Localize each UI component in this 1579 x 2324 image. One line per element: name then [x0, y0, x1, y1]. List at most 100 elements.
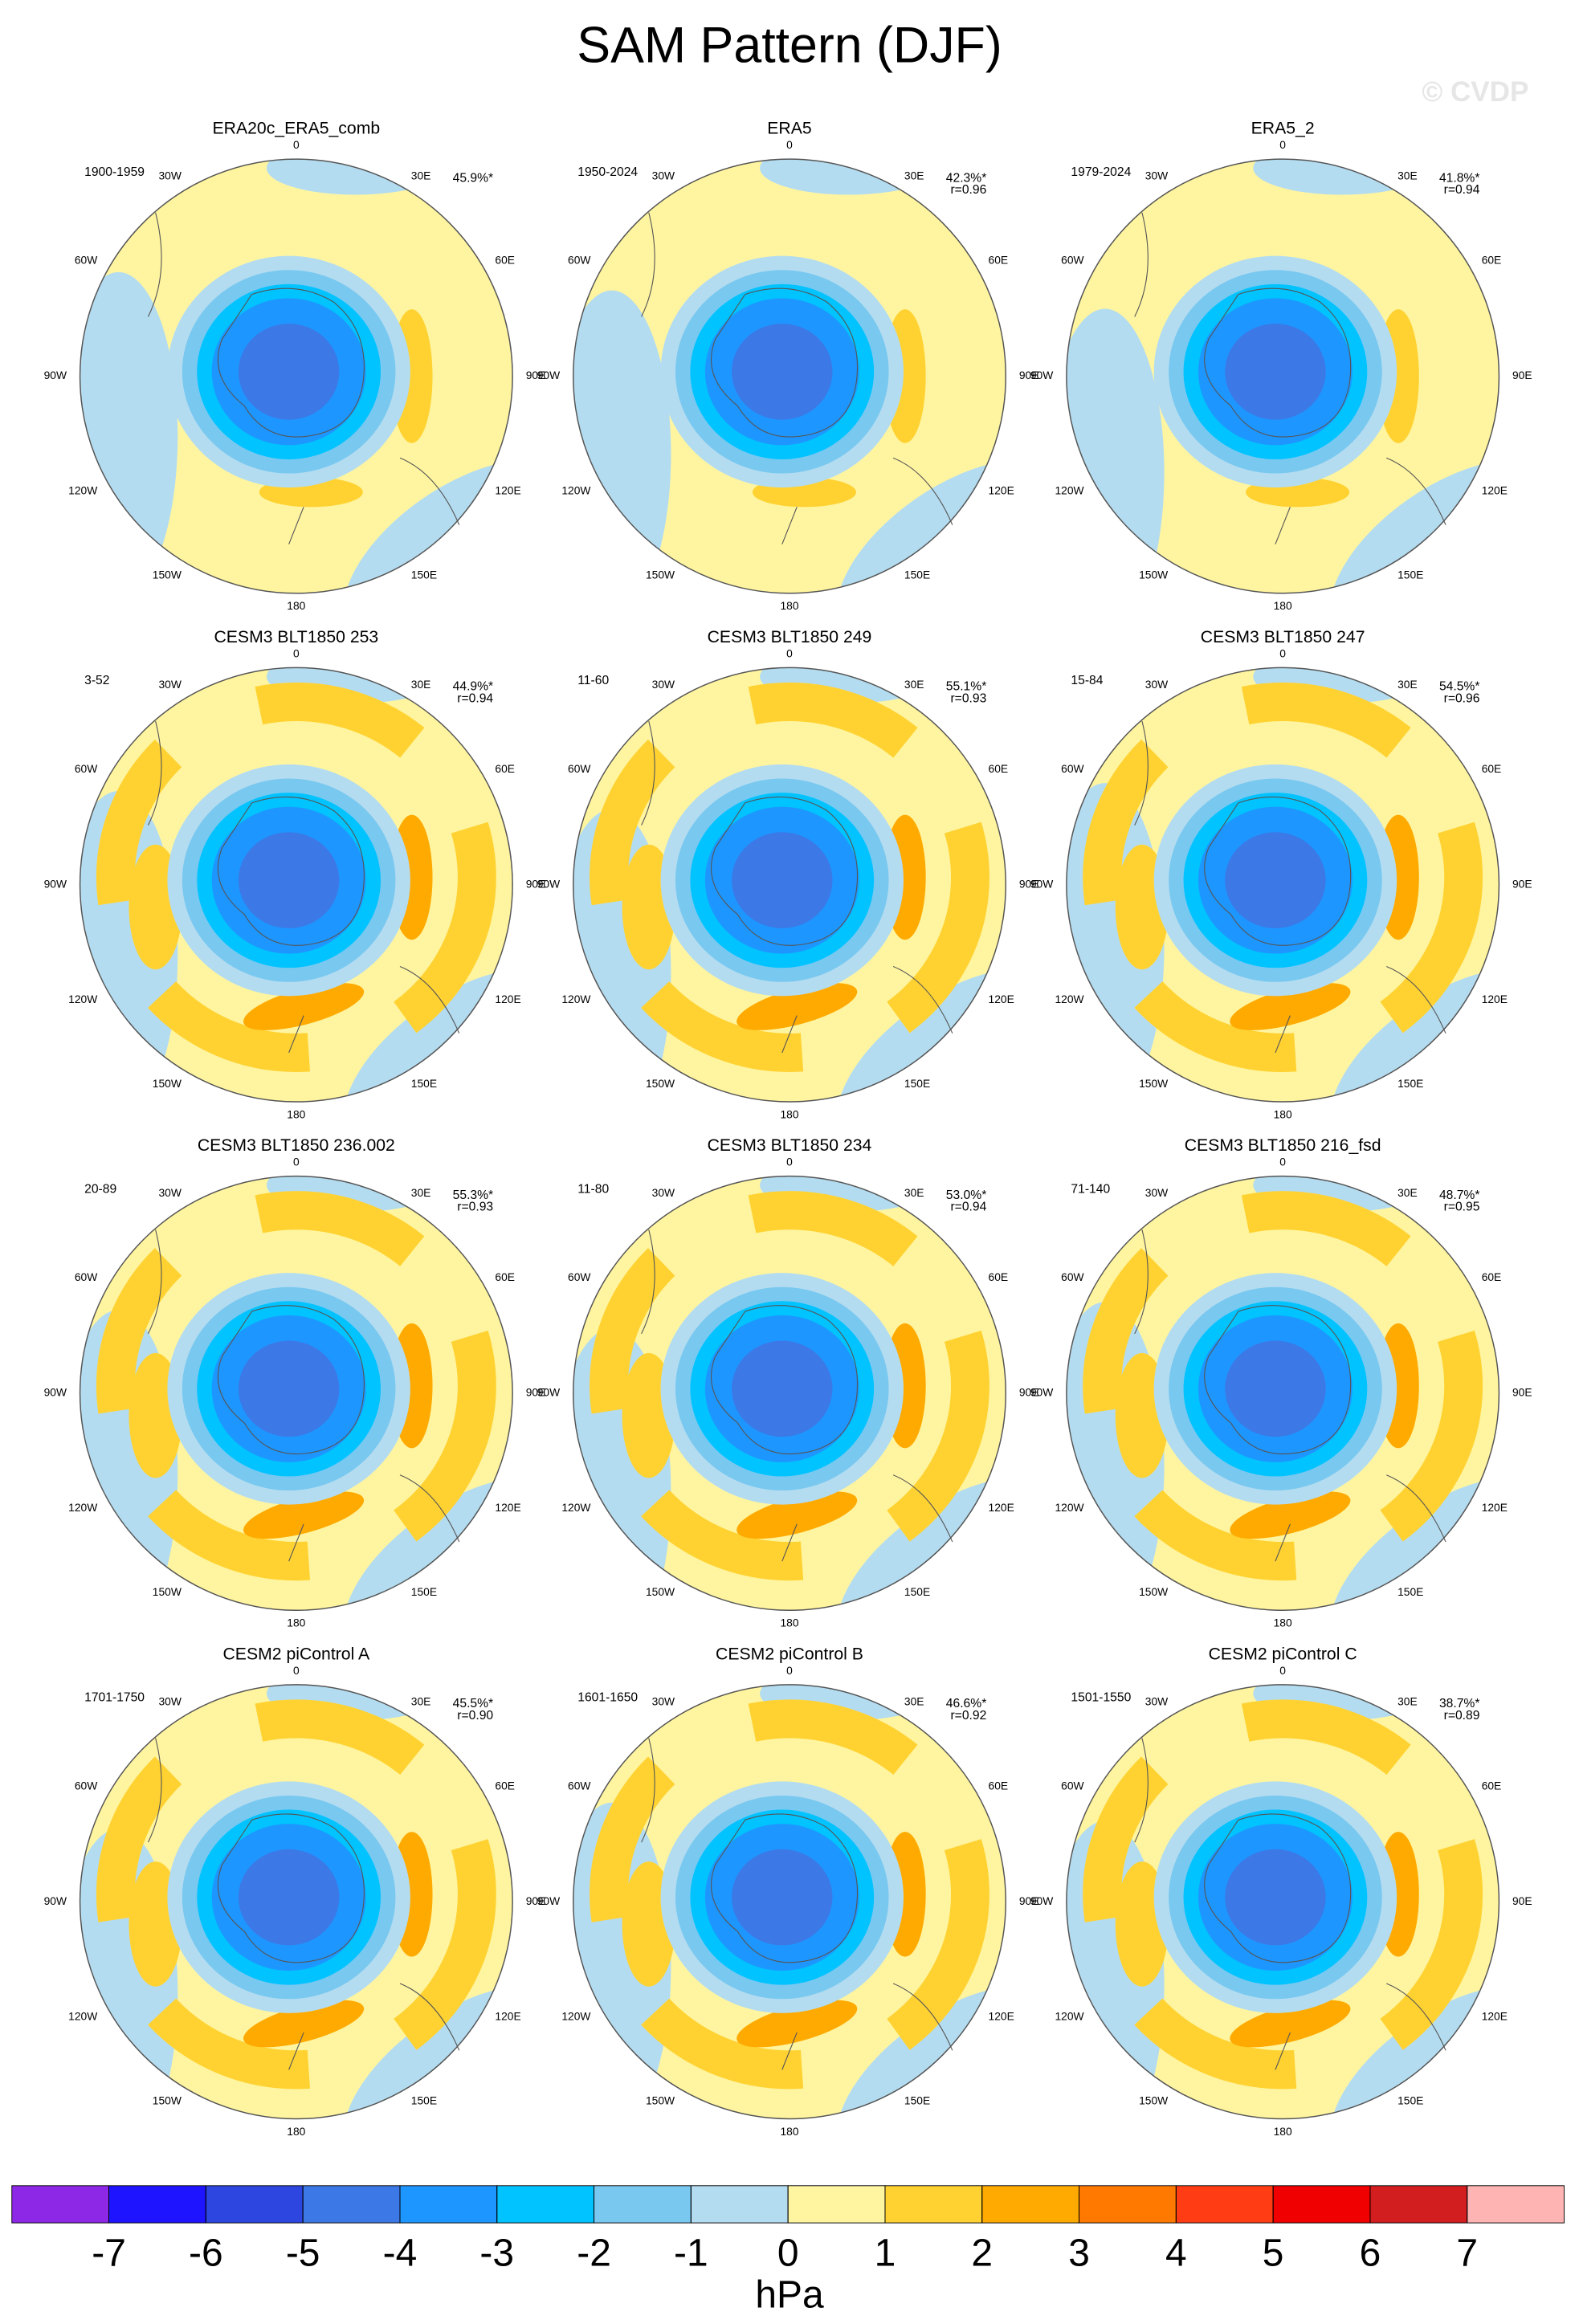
colorbar-tick-label: 7	[1456, 2232, 1478, 2274]
longitude-label: 30W	[652, 169, 675, 182]
longitude-label: 180	[780, 1107, 798, 1120]
field-contour	[96, 1191, 496, 1581]
longitude-label: 30E	[904, 1186, 924, 1199]
longitude-label: 180	[287, 1617, 305, 1629]
longitude-label: 120E	[1482, 2009, 1508, 2022]
field-contour	[1083, 1191, 1483, 1581]
longitude-label: 90E	[1512, 877, 1532, 890]
longitude-label: 120W	[561, 993, 591, 1005]
map-border	[572, 1684, 1007, 2120]
longitude-label: 0	[786, 1156, 793, 1168]
longitude-label: 0	[293, 138, 300, 151]
longitude-label: 90E	[1019, 877, 1039, 890]
map-panel: CESM3 BLT1850 216_fsd 71-140 48.7%*r=0.95 0…	[1030, 1135, 1532, 1629]
coastline	[710, 287, 859, 438]
field-contour	[1066, 308, 1165, 593]
colorbar-box	[1175, 2185, 1274, 2224]
longitude-label: 30E	[411, 678, 431, 691]
map-panel: ERA20c_ERA5_comb 1900-1959 45.9%* 0 30E 60E 90…	[44, 119, 546, 612]
longitude-label: 30W	[159, 1186, 182, 1199]
field-contour	[1225, 324, 1326, 420]
longitude-label: 60E	[989, 254, 1009, 267]
colorbar-tick-label: -1	[674, 2232, 708, 2274]
panel-title: CESM3 BLT1850 216_fsd	[1185, 1135, 1381, 1155]
longitude-label: 30W	[1145, 678, 1169, 691]
longitude-label: 120W	[561, 484, 591, 497]
colorbar-box	[884, 2185, 983, 2224]
field-contour	[238, 1849, 340, 1946]
longitude-label: 30E	[1397, 169, 1418, 182]
longitude-label: 90W	[1030, 877, 1054, 890]
longitude-label: 60E	[495, 1779, 515, 1792]
panel-percent: 46.6%*	[946, 1697, 986, 1710]
longitude-label: 180	[287, 2125, 305, 2138]
longitude-label: 180	[780, 1617, 798, 1629]
panel-title: ERA20c_ERA5_comb	[213, 119, 381, 138]
field-contour	[1083, 682, 1483, 1072]
map-panel: ERA5_2 1979-2024 41.8%*r=0.94 0 30E 60E 90E 120…	[1030, 119, 1532, 612]
longitude-label: 30E	[411, 169, 431, 182]
longitude-label: 60W	[75, 254, 98, 267]
field-contour	[96, 682, 496, 1072]
field-contour	[238, 324, 340, 420]
field	[1066, 159, 1499, 593]
longitude-label: 90W	[537, 877, 561, 890]
panel-correlation: r=0.94	[950, 1201, 986, 1214]
panel-period: 71-140	[1071, 1182, 1110, 1196]
field-contour	[1230, 983, 1351, 1030]
longitude-label: 0	[1279, 1664, 1286, 1677]
colorbar-tick-label: 6	[1360, 2232, 1381, 2274]
panel-title: ERA5_2	[1251, 119, 1315, 138]
longitude-label: 150W	[646, 1077, 675, 1090]
panel-percent: 54.5%*	[1439, 680, 1479, 694]
panel-percent: 55.1%*	[946, 680, 986, 694]
field	[573, 1176, 1006, 1611]
coastline	[1134, 212, 1446, 544]
longitude-label: 60E	[495, 254, 515, 267]
longitude-label: 30E	[1397, 678, 1418, 691]
field-contour	[736, 2000, 858, 2048]
colorbar-tick-label: 2	[971, 2232, 993, 2274]
longitude-label: 150W	[153, 2094, 182, 2106]
longitude-label: 90W	[537, 1386, 561, 1399]
longitude-label: 90E	[1512, 369, 1532, 381]
longitude-label: 150W	[646, 569, 675, 581]
coastline	[710, 1305, 859, 1455]
longitude-label: 30E	[1397, 1186, 1418, 1199]
longitude-label: 0	[786, 646, 793, 659]
map-border	[1066, 1175, 1500, 1611]
field-contour	[590, 1191, 989, 1581]
map-panel: CESM2 piControl C 1501-1550 38.7%*r=0.89 0 3…	[1030, 1644, 1532, 2137]
longitude-label: 0	[1279, 138, 1286, 151]
watermark: © CVDP	[1422, 76, 1528, 108]
longitude-label: 180	[1274, 1617, 1292, 1629]
map-border	[79, 1684, 513, 2120]
longitude-label: 30W	[652, 1186, 675, 1199]
longitude-label: 60W	[1061, 254, 1084, 267]
field-contour	[732, 832, 833, 928]
field-contour	[243, 2000, 365, 2048]
longitude-label: 30W	[159, 678, 182, 691]
panel-correlation: r=0.95	[1444, 1201, 1480, 1214]
longitude-label: 150W	[1139, 2094, 1169, 2106]
longitude-label: 150E	[1397, 2094, 1423, 2106]
longitude-label: 120E	[495, 484, 520, 497]
coastline	[1204, 1813, 1352, 1963]
field-contour	[1225, 1340, 1326, 1437]
panel-title: CESM3 BLT1850 247	[1201, 627, 1365, 646]
colorbar-box	[690, 2185, 789, 2224]
longitude-label: 90W	[44, 1894, 67, 1907]
panel-percent: 55.3%*	[453, 1189, 493, 1202]
field-contour	[80, 271, 178, 593]
longitude-label: 60E	[1482, 1779, 1502, 1792]
panel-correlation: r=0.94	[457, 691, 493, 705]
longitude-label: 90E	[1019, 1894, 1039, 1907]
panel-percent: 53.0%*	[946, 1189, 986, 1202]
map-panel: CESM2 piControl A 1701-1750 45.5%*r=0.90 0 3…	[44, 1644, 546, 2138]
panel-period: 1601-1650	[577, 1691, 638, 1705]
coastline	[147, 1738, 460, 2070]
longitude-label: 0	[786, 1664, 793, 1677]
longitude-label: 90E	[526, 1894, 546, 1907]
longitude-label: 90W	[537, 369, 561, 381]
longitude-label: 120W	[561, 2009, 591, 2022]
